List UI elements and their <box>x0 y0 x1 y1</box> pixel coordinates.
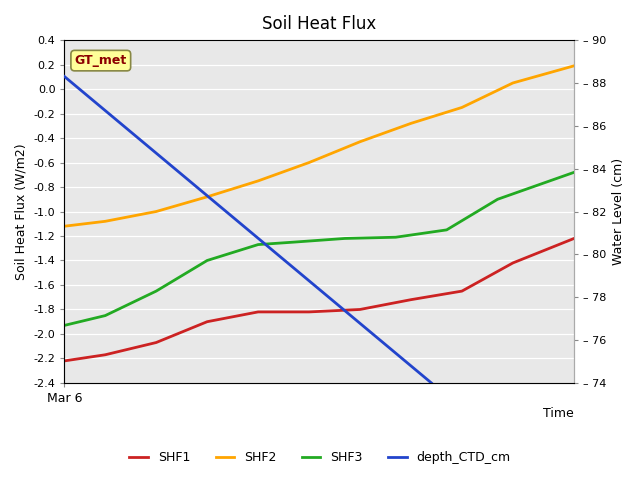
Y-axis label: Soil Heat Flux (W/m2): Soil Heat Flux (W/m2) <box>15 143 28 280</box>
Legend: SHF1, SHF2, SHF3, depth_CTD_cm: SHF1, SHF2, SHF3, depth_CTD_cm <box>124 446 516 469</box>
Text: Time: Time <box>543 407 574 420</box>
Y-axis label: Water Level (cm): Water Level (cm) <box>612 158 625 265</box>
Title: Soil Heat Flux: Soil Heat Flux <box>262 15 376 33</box>
Text: GT_met: GT_met <box>75 54 127 67</box>
